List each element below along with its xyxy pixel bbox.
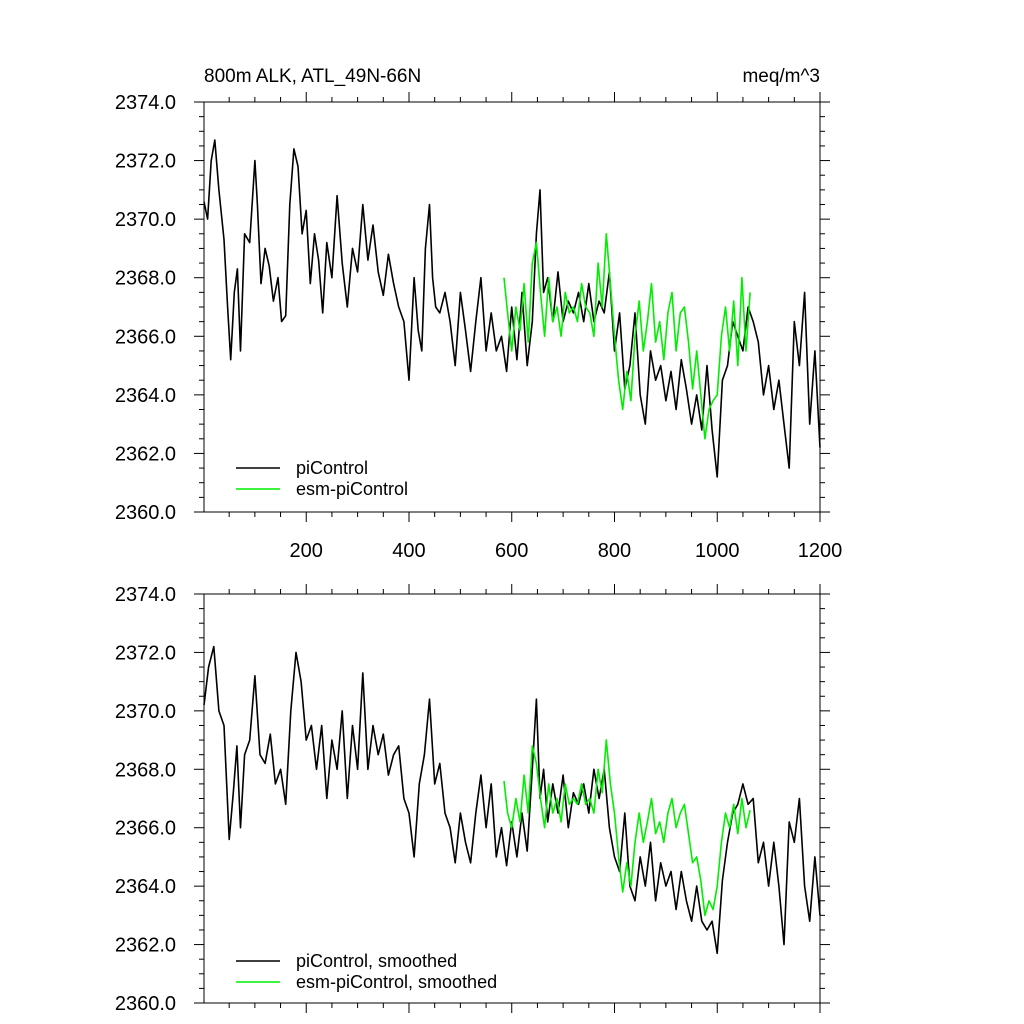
y-tick-label: 2368.0	[115, 268, 176, 290]
y-tick-label: 2364.0	[115, 385, 176, 407]
x-tick-label: 1200	[798, 540, 843, 562]
series-lines	[203, 139, 821, 478]
series-line-1	[503, 739, 751, 917]
legend-label-1: esm-piControl, smoothed	[296, 972, 497, 992]
y-tick-label: 2374.0	[115, 584, 176, 606]
y-tick-label: 2370.0	[115, 701, 176, 723]
y-tick-label: 2368.0	[115, 759, 176, 781]
bottom-panel: 2360.0 2362.0 2364.0 2366.0 2368.0 2370.0 2372…	[115, 584, 830, 1015]
panel-title-right: meq/m^3	[742, 66, 820, 87]
series-line-1	[503, 233, 751, 440]
series-line-0	[203, 645, 821, 955]
y-tick-label: 2366.0	[115, 326, 176, 348]
y-tick-label: 2362.0	[115, 443, 176, 465]
x-tick-label: 600	[495, 540, 528, 562]
y-tick-label: 2360.0	[115, 993, 176, 1015]
legend-label-0: piControl, smoothed	[296, 951, 457, 971]
y-tick-label: 2362.0	[115, 935, 176, 957]
x-tick-label: 800	[598, 540, 631, 562]
y-tick-label: 2372.0	[115, 151, 176, 173]
y-tick-label: 2364.0	[115, 876, 176, 898]
series-lines	[203, 645, 821, 955]
series-line-0	[203, 139, 821, 478]
x-tick-label: 200	[290, 540, 323, 562]
legend-label-1: esm-piControl	[296, 479, 408, 499]
y-tick-label: 2374.0	[115, 92, 176, 114]
panel-title-left: 800m ALK, ATL_49N-66N	[204, 66, 421, 87]
y-tick-label: 2370.0	[115, 209, 176, 231]
top-panel: 800m ALK, ATL_49N-66N meq/m^3 200 400 600 8…	[115, 66, 842, 562]
legend-label-0: piControl	[296, 458, 368, 478]
y-tick-label: 2366.0	[115, 818, 176, 840]
y-tick-label: 2360.0	[115, 502, 176, 524]
x-tick-label: 400	[392, 540, 425, 562]
y-tick-label: 2372.0	[115, 642, 176, 664]
x-tick-label: 1000	[695, 540, 740, 562]
